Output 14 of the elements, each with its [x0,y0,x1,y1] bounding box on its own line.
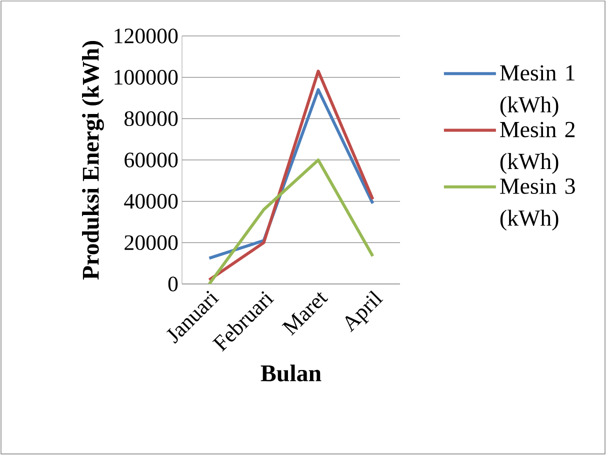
y-tick-label: 40000 [124,194,178,209]
y-tick-label: 80000 [124,111,178,126]
y-tick-label: 60000 [124,152,178,168]
y-tick-label: 120000 [114,28,178,44]
y-tick-label: 0 [168,276,178,292]
line-series [208,70,374,282]
legend-label: Mesin 3 (kWh) [500,178,575,230]
x-axis-title: Bulan [260,364,322,382]
legend-label: Mesin 1 (kWh) [500,65,574,118]
y-tick-label: 100000 [114,70,178,85]
line-series [208,158,374,284]
legend-label: Mesin 2 (kWh) [500,122,575,174]
y-axis-title: Produksi Energi (kWh) [82,41,104,280]
y-tick-label: 20000 [124,235,178,250]
